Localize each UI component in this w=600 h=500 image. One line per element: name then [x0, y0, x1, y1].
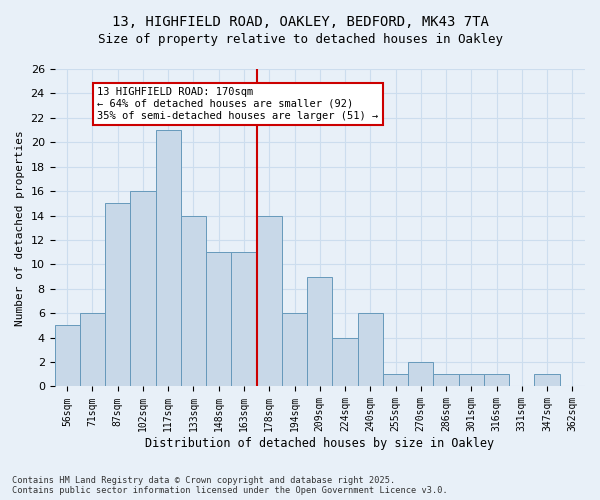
Bar — [257, 216, 282, 386]
Y-axis label: Number of detached properties: Number of detached properties — [15, 130, 25, 326]
Bar — [383, 374, 408, 386]
Bar — [535, 374, 560, 386]
Bar — [307, 276, 332, 386]
Bar — [206, 252, 232, 386]
Bar — [358, 313, 383, 386]
Bar — [458, 374, 484, 386]
Text: Contains HM Land Registry data © Crown copyright and database right 2025.
Contai: Contains HM Land Registry data © Crown c… — [12, 476, 448, 495]
Bar — [55, 326, 80, 386]
Bar — [80, 313, 105, 386]
Bar — [181, 216, 206, 386]
Text: 13 HIGHFIELD ROAD: 170sqm
← 64% of detached houses are smaller (92)
35% of semi-: 13 HIGHFIELD ROAD: 170sqm ← 64% of detac… — [97, 88, 379, 120]
Bar — [408, 362, 433, 386]
Bar — [332, 338, 358, 386]
Text: Size of property relative to detached houses in Oakley: Size of property relative to detached ho… — [97, 32, 503, 46]
Bar — [484, 374, 509, 386]
Bar — [155, 130, 181, 386]
X-axis label: Distribution of detached houses by size in Oakley: Distribution of detached houses by size … — [145, 437, 494, 450]
Text: 13, HIGHFIELD ROAD, OAKLEY, BEDFORD, MK43 7TA: 13, HIGHFIELD ROAD, OAKLEY, BEDFORD, MK4… — [112, 15, 488, 29]
Bar — [282, 313, 307, 386]
Bar — [433, 374, 458, 386]
Bar — [130, 191, 155, 386]
Bar — [105, 204, 130, 386]
Bar — [232, 252, 257, 386]
